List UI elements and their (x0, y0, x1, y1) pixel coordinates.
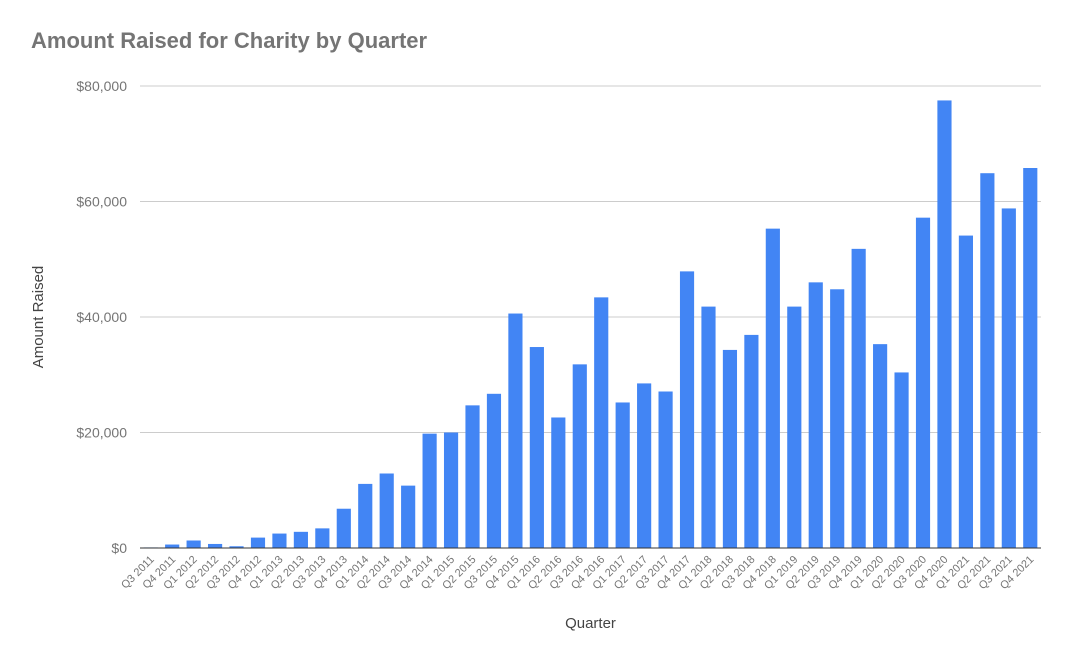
bar (551, 417, 566, 548)
bar (637, 383, 652, 548)
bar (873, 344, 888, 548)
bar (915, 217, 931, 549)
bar (293, 531, 308, 548)
bar (358, 483, 373, 548)
y-axis-label: Amount Raised (30, 266, 47, 369)
bars (143, 100, 1038, 549)
bar (851, 248, 866, 549)
bar (165, 544, 180, 548)
bar (443, 432, 459, 548)
bar (894, 372, 909, 548)
y-tick-label: $20,000 (76, 425, 127, 441)
bar (937, 100, 952, 548)
bar (422, 433, 437, 548)
bar (1023, 168, 1038, 548)
bar (401, 485, 416, 548)
bar (658, 391, 673, 548)
bar (615, 402, 630, 548)
bar (830, 289, 845, 548)
bar (229, 546, 244, 548)
y-tick-label: $40,000 (76, 309, 127, 325)
bar (465, 405, 480, 548)
y-axis-ticks: $0 $20,000 $40,000 $60,000 $80,000 (76, 78, 127, 556)
bar (787, 306, 802, 548)
bar (1001, 208, 1016, 548)
bar (679, 271, 695, 548)
bar (272, 533, 287, 548)
bar (594, 297, 609, 548)
x-axis-label: Quarter (565, 615, 616, 632)
chart-title: Amount Raised for Charity by Quarter (31, 28, 428, 53)
y-tick-label: $0 (111, 540, 127, 556)
bar (744, 334, 759, 548)
bar (186, 540, 201, 548)
bar (486, 393, 502, 548)
bar (765, 228, 780, 548)
y-tick-label: $80,000 (76, 78, 127, 94)
y-tick-label: $60,000 (76, 194, 127, 210)
bar (701, 306, 716, 548)
bar (208, 543, 223, 548)
bar (508, 313, 523, 548)
bar (336, 508, 351, 548)
bar (250, 537, 266, 548)
bar (529, 347, 544, 548)
bar (722, 349, 738, 548)
bar (572, 364, 587, 548)
bar (379, 473, 394, 548)
bar (958, 235, 973, 548)
bar (980, 173, 995, 548)
gridlines (140, 85, 1041, 433)
bar (808, 282, 823, 548)
bar (315, 528, 330, 548)
